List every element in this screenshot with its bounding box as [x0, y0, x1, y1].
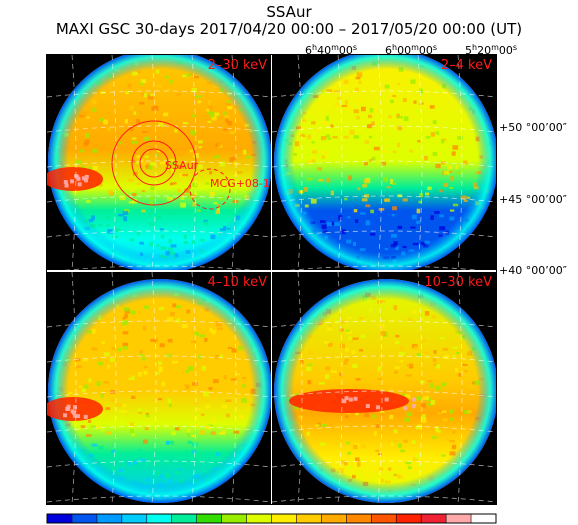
band-panel-1: 2–30 keV SSAur MCG+08-11-11	[47, 55, 295, 270]
dec-label-1: +50 °00’00″	[499, 121, 567, 134]
color-scale-swatch	[171, 514, 197, 523]
color-scale-swatch	[221, 514, 247, 523]
color-scale-swatch	[271, 514, 297, 523]
source-label-ssaur: SSAur	[165, 159, 199, 172]
color-scale-swatch	[47, 514, 72, 523]
color-scale-bar	[46, 513, 497, 524]
color-scale-swatch	[446, 514, 472, 523]
color-scale-swatch	[71, 514, 97, 523]
source-markers: SSAur MCG+08-11-11	[111, 120, 295, 210]
dec-label-2: +45 °00’00″	[499, 193, 567, 206]
color-scale-swatch	[121, 514, 147, 523]
color-scale-swatch	[196, 514, 222, 523]
band-panel-4: 10–30 keV	[272, 272, 496, 504]
coordinate-grid	[272, 272, 496, 504]
coordinate-grid	[47, 272, 271, 504]
color-scale-swatch	[146, 514, 172, 523]
coordinate-grid	[272, 55, 496, 270]
color-scale-swatch	[346, 514, 372, 523]
dec-label-3: +40 °00’00″	[499, 264, 567, 277]
map-frame	[46, 54, 497, 505]
ra-label-3: 5h20m00s	[465, 43, 518, 57]
color-scale-swatch	[371, 514, 397, 523]
observation-title: MAXI GSC 30-days 2017/04/20 00:00 – 2017…	[55, 20, 523, 38]
color-scale-swatch	[246, 514, 272, 523]
color-scale-swatch	[296, 514, 322, 523]
coordinate-grid	[47, 55, 271, 270]
band-panel-2: 2–4 keV	[272, 55, 496, 270]
color-scale-swatch	[396, 514, 422, 523]
band-panel-3: 4–10 keV	[47, 272, 271, 504]
band-label: 2–30 keV	[208, 58, 268, 73]
color-scale-swatch	[421, 514, 447, 523]
source-label-mcg: MCG+08-11-11	[210, 177, 295, 190]
band-label: 2–4 keV	[441, 58, 492, 73]
band-label: 10–30 keV	[424, 275, 492, 290]
band-label: 4–10 keV	[208, 275, 268, 290]
color-scale-swatch	[96, 514, 122, 523]
ra-label-1: 6h40m00s	[305, 43, 358, 57]
color-scale-swatch	[471, 514, 496, 523]
ra-label-2: 6h00m00s	[385, 43, 438, 57]
source-title: SSAur	[266, 3, 312, 21]
color-scale-swatch	[321, 514, 347, 523]
